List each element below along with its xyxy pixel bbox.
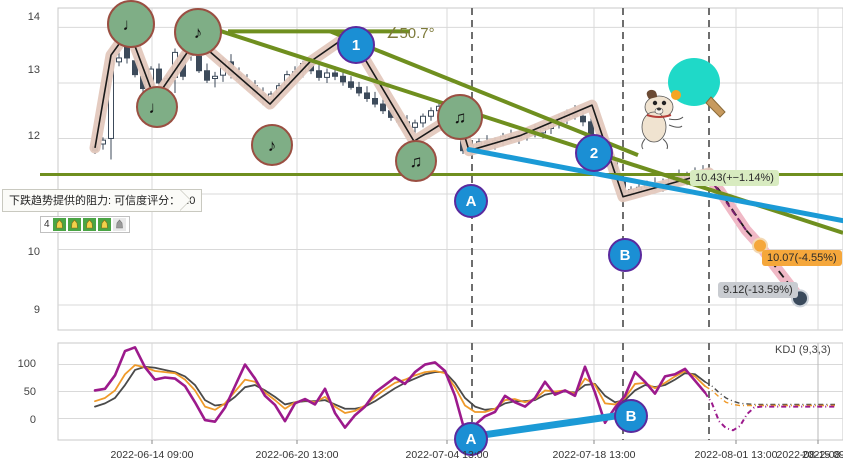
kdj-y-axis-label: 50 xyxy=(23,386,36,398)
candle-body xyxy=(372,97,378,105)
music-note-icon: ♪ xyxy=(267,135,277,155)
candle-body xyxy=(412,122,418,128)
x-axis-label: 2022-08-01 13:00 xyxy=(694,449,778,461)
rating-value: 4 xyxy=(44,219,50,230)
candle-body xyxy=(156,68,162,84)
y-axis-label: 12 xyxy=(27,130,40,142)
dog-pingpong-sticker xyxy=(637,55,737,155)
y-axis-label: 10 xyxy=(27,246,40,258)
kdj-ab-trendline xyxy=(465,410,633,441)
candle-body xyxy=(196,55,202,72)
resistance-tooltip: 下跌趋势提供的阻力: 可信度评分：4.0 xyxy=(2,189,203,212)
candle-body xyxy=(420,115,426,124)
candle-body xyxy=(340,75,346,83)
x-axis-label: 2022-07-04 13:00 xyxy=(405,449,489,461)
x-axis-label: 2022-06-14 09:00 xyxy=(110,449,194,461)
music-note-icon: ♫ xyxy=(453,107,467,127)
wave-marker-B[interactable]: B xyxy=(608,238,642,272)
price-tag-orange: 10.07(-4.55%) xyxy=(762,250,842,266)
wave-marker-2[interactable]: 2 xyxy=(575,134,613,172)
wave-marker-1[interactable]: 1 xyxy=(337,26,375,64)
y-axis-label: 14 xyxy=(27,11,40,23)
money-bag-icon xyxy=(97,218,111,231)
kdj-indicator-label: KDJ (9,3,3) xyxy=(775,344,831,356)
ab-trendline xyxy=(466,147,843,224)
pivot-marker-eighth-note[interactable]: ♪ xyxy=(174,8,222,56)
kdj-wave-marker-label: A xyxy=(465,430,477,448)
wave-marker-label: A xyxy=(465,192,477,210)
candle-body xyxy=(348,81,354,88)
candle-body xyxy=(364,92,370,99)
x-axis-label: 2022-08-17 11:00 xyxy=(801,449,843,461)
wave-marker-label: B xyxy=(619,246,631,264)
pivot-marker-quarter-note[interactable]: ♩ xyxy=(136,86,178,128)
y-axis-label: 13 xyxy=(27,64,40,76)
confidence-rating-box[interactable]: 4 xyxy=(40,216,130,233)
kdj-k-forecast xyxy=(704,385,835,407)
pivot-marker-quarter-note[interactable]: ♩ xyxy=(107,0,155,48)
money-bag-icon-faded xyxy=(112,218,126,231)
candle-body xyxy=(324,72,330,78)
candle-body xyxy=(332,72,338,77)
candle-body xyxy=(380,103,386,112)
pivot-marker-beamed-notes[interactable]: ♫ xyxy=(395,140,437,182)
kdj-j-forecast xyxy=(704,392,835,432)
wave-marker-A[interactable]: A xyxy=(454,184,488,218)
candle-body xyxy=(580,115,586,123)
price-tag-grey: 9.12(-13.59%) xyxy=(718,282,798,298)
money-bag-icon xyxy=(82,218,96,231)
angle-annotation: ∠50.7° xyxy=(386,25,435,42)
music-note-icon: ♫ xyxy=(409,151,423,171)
kdj-wave-marker-label: B xyxy=(625,407,637,425)
kdj-wave-marker-A[interactable]: A xyxy=(454,422,488,456)
callout-arrow-inner-icon xyxy=(180,190,190,210)
kdj-y-axis-label: 100 xyxy=(17,358,36,370)
price-tag-green: 10.43(+−1.14%) xyxy=(690,170,779,186)
candle-body xyxy=(212,75,218,80)
y-axis-label: 9 xyxy=(33,304,40,316)
music-note-icon: ♩ xyxy=(148,97,166,117)
candle-body xyxy=(356,86,362,94)
wave-marker-label: 2 xyxy=(589,144,599,162)
candle-body xyxy=(428,110,434,117)
candle-body xyxy=(316,70,322,78)
forecast-projection xyxy=(708,176,747,231)
money-bag-icon xyxy=(52,218,66,231)
forecast-node xyxy=(752,237,768,254)
candle-body xyxy=(116,57,122,63)
money-bag-icon xyxy=(67,218,81,231)
wave-marker-label: 1 xyxy=(351,36,361,54)
candle-body xyxy=(204,70,210,81)
kdj-y-axis-label: 0 xyxy=(29,414,36,426)
pivot-marker-eighth-note[interactable]: ♪ xyxy=(251,124,293,166)
kdj-d-forecast xyxy=(704,381,835,406)
music-note-icon: ♩ xyxy=(122,14,140,34)
pivot-marker-beamed-notes[interactable]: ♫ xyxy=(437,94,483,140)
kdj-d-line xyxy=(94,365,706,411)
kdj-wave-marker-B[interactable]: B xyxy=(614,399,648,433)
x-axis-label: 2022-07-18 13:00 xyxy=(552,449,636,461)
music-note-icon: ♪ xyxy=(193,22,203,42)
x-axis-label: 2022-08-15 09:00 xyxy=(776,449,843,461)
x-axis-label: 2022-06-20 13:00 xyxy=(255,449,339,461)
